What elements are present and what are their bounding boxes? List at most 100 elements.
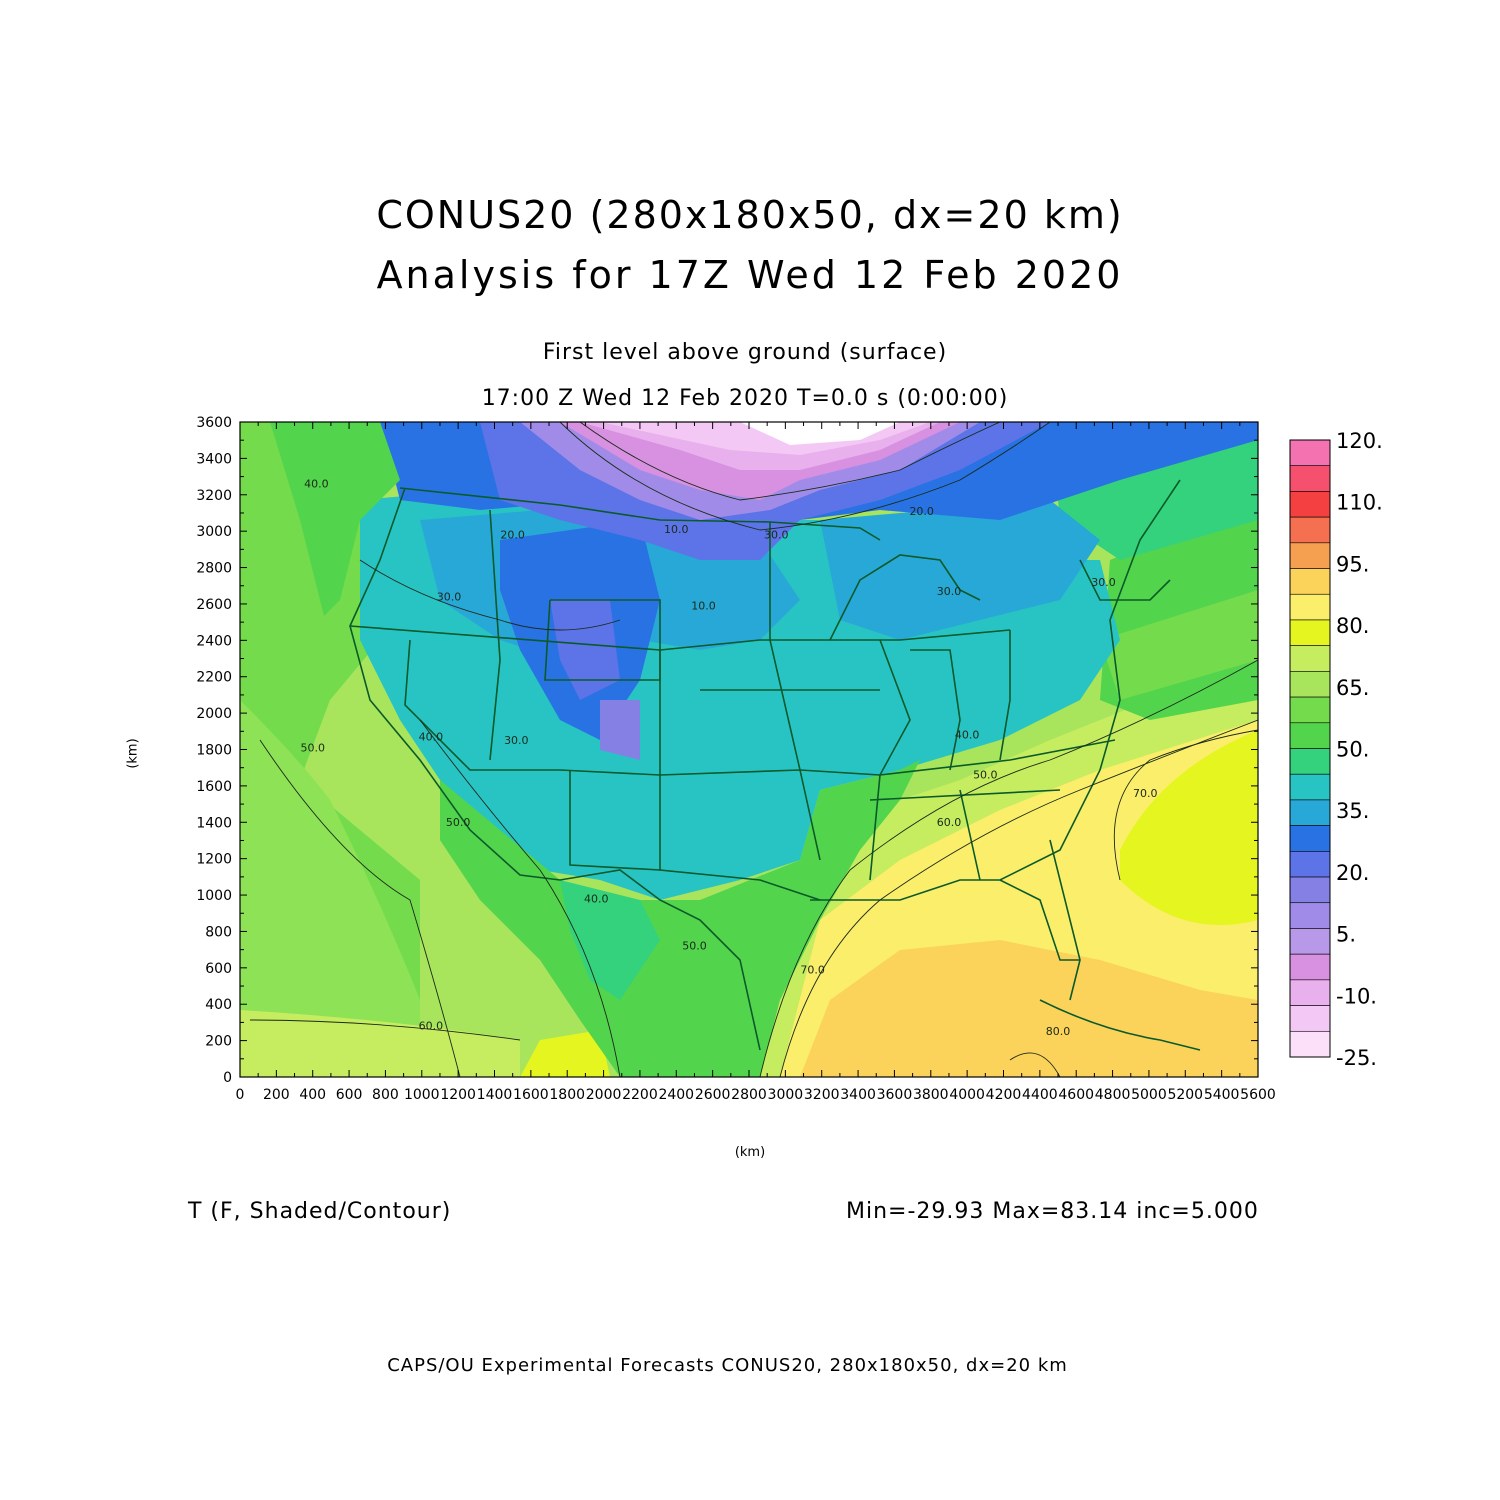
colorbar-swatch <box>1289 696 1331 724</box>
y-tick-label: 2200 <box>196 670 232 686</box>
contour-label: 40.0 <box>955 729 980 742</box>
x-tick-label: 3200 <box>804 1087 840 1103</box>
contour-lines <box>249 422 1258 1077</box>
colorbar-label: -25. <box>1336 1046 1377 1070</box>
x-tick-label: 5200 <box>1167 1087 1203 1103</box>
colorbar-labels: 120. 110. 95. 80. 65. 50. 35. 20. 5. -10. -25. <box>1336 429 1383 1070</box>
contour-label: 30.0 <box>437 590 462 603</box>
y-tick-label: 3600 <box>196 415 232 431</box>
colorbar-label: 5. <box>1336 923 1356 947</box>
colorbar-swatch <box>1289 439 1331 467</box>
colorbar-frame <box>1289 439 1331 1058</box>
x-tick-label: 3800 <box>913 1087 949 1103</box>
y-tick-label: 1600 <box>196 779 232 795</box>
shaded-temperature-field <box>240 422 1258 1077</box>
contour-value-labels: 40.0 20.0 10.0 30.0 20.0 30.0 10.0 30.0 30.0 50.0… <box>300 478 1157 1039</box>
contour-label: 70.0 <box>1133 787 1158 800</box>
colorbar-label: 65. <box>1336 676 1369 700</box>
map-title-line2: Analysis for 17Z Wed 12 Feb 2020 <box>376 253 1124 297</box>
x-tick-label: 4400 <box>1022 1087 1058 1103</box>
colorbar-swatch <box>1289 722 1331 749</box>
x-tick-label: 2200 <box>622 1087 658 1103</box>
colorbar-swatch <box>1289 516 1331 544</box>
colorbar-swatch <box>1289 645 1331 672</box>
colorbar-swatch <box>1289 979 1331 1006</box>
x-tick-label: 2600 <box>695 1087 731 1103</box>
colorbar <box>1289 439 1331 1058</box>
contour-label: 10.0 <box>691 599 716 612</box>
map-title-line1: CONUS20 (280x180x50, dx=20 km) <box>376 193 1124 237</box>
contour-label: 60.0 <box>937 816 962 829</box>
colorbar-swatch <box>1289 465 1331 492</box>
y-tick-label: 3000 <box>196 524 232 540</box>
colorbar-label: 95. <box>1336 552 1369 576</box>
x-tick-label: 2800 <box>731 1087 767 1103</box>
x-tick-label: 1000 <box>404 1087 440 1103</box>
y-tick-label: 1000 <box>196 888 232 904</box>
y-tick-label: 1400 <box>196 815 232 831</box>
contour-label: 30.0 <box>937 585 962 598</box>
y-tick-label: 800 <box>205 924 232 940</box>
colorbar-swatch <box>1289 1030 1331 1058</box>
colorbar-swatch <box>1289 1005 1331 1032</box>
x-tick-label: 3600 <box>877 1087 913 1103</box>
x-tick-label: 3000 <box>768 1087 804 1103</box>
axis-ticks <box>239 421 1259 1078</box>
contour-label: 30.0 <box>764 528 789 541</box>
colorbar-swatch <box>1289 671 1331 698</box>
y-tick-label: 3200 <box>196 488 232 504</box>
colorbar-label: 20. <box>1336 861 1369 885</box>
contour-label: 30.0 <box>504 734 529 747</box>
colorbar-label: 50. <box>1336 738 1369 762</box>
y-tick-label: 0 <box>223 1070 232 1086</box>
x-tick-label: 4000 <box>949 1087 985 1103</box>
colorbar-swatch <box>1289 953 1331 981</box>
contour-label: 40.0 <box>419 730 444 743</box>
x-tick-label: 3400 <box>840 1087 876 1103</box>
y-tick-label: 600 <box>205 961 232 977</box>
y-tick-labels: 0 200 400 600 800 1000 1200 1400 1600 1800 2000 220… <box>196 415 232 1086</box>
x-tick-label: 0 <box>236 1087 245 1103</box>
level-subtitle: First level above ground (surface) <box>542 340 948 365</box>
boundary-lines <box>349 479 1201 1051</box>
x-tick-label: 800 <box>372 1087 399 1103</box>
colorbar-swatch <box>1289 928 1331 955</box>
contour-label: 50.0 <box>973 769 998 782</box>
x-tick-label: 2000 <box>586 1087 622 1103</box>
y-tick-label: 200 <box>205 1034 232 1050</box>
x-tick-label: 1200 <box>440 1087 476 1103</box>
colorbar-swatch <box>1289 799 1331 826</box>
colorbar-label: 35. <box>1336 799 1369 823</box>
contour-label: 80.0 <box>1046 1025 1071 1038</box>
contour-label: 70.0 <box>800 963 825 976</box>
contour-label: 30.0 <box>1091 576 1116 589</box>
colorbar-swatch <box>1289 876 1331 904</box>
y-axis-label: (km) <box>125 738 141 769</box>
contour-label: 50.0 <box>446 816 471 829</box>
field-label: T (F, Shaded/Contour) <box>188 1199 452 1224</box>
x-tick-label: 2400 <box>658 1087 694 1103</box>
contour-label: 60.0 <box>419 1020 444 1033</box>
y-tick-label: 2400 <box>196 633 232 649</box>
colorbar-label: 80. <box>1336 614 1369 638</box>
colorbar-swatch <box>1289 773 1331 801</box>
x-tick-label: 4600 <box>1058 1087 1094 1103</box>
y-tick-label: 2600 <box>196 597 232 613</box>
x-tick-label: 4200 <box>986 1087 1022 1103</box>
y-tick-label: 3400 <box>196 451 232 467</box>
colorbar-label: -10. <box>1336 984 1377 1008</box>
x-tick-label: 200 <box>263 1087 290 1103</box>
colorbar-swatch <box>1289 825 1331 852</box>
x-axis-label: (km) <box>734 1145 766 1160</box>
colorbar-swatch <box>1289 619 1331 646</box>
contour-label: 20.0 <box>500 528 525 541</box>
x-tick-label: 400 <box>299 1087 326 1103</box>
colorbar-label: 120. <box>1336 429 1383 453</box>
x-tick-label: 1600 <box>513 1087 549 1103</box>
y-tick-label: 2000 <box>196 706 232 722</box>
x-tick-label: 4800 <box>1095 1087 1131 1103</box>
field-statistics: Min=-29.93 Max=83.14 inc=5.000 <box>846 1199 1259 1224</box>
y-tick-label: 2800 <box>196 561 232 577</box>
x-tick-label: 5000 <box>1131 1087 1167 1103</box>
colorbar-swatch <box>1289 851 1331 878</box>
